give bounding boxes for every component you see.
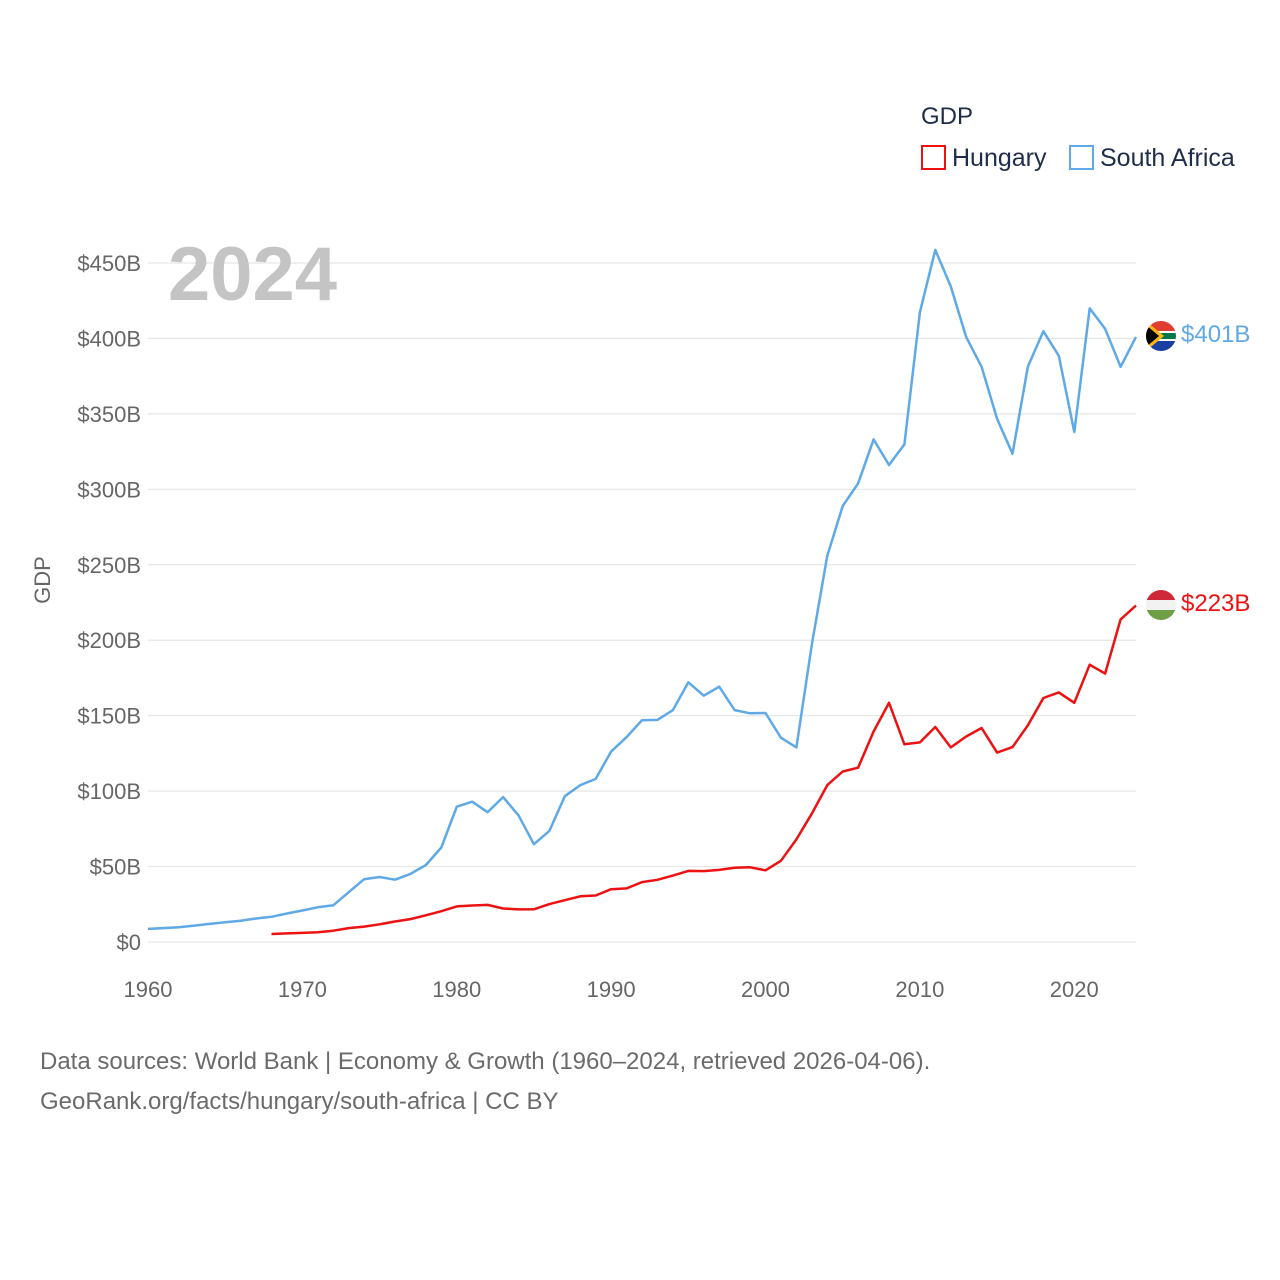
y-tick-label: $150B [77,704,141,729]
y-tick-label: $0 [117,930,141,955]
x-axis-ticks: 1960 1970 1980 1990 2000 2010 2020 [124,977,1099,1002]
hungary-end-value: $223B [1181,590,1250,617]
series-line-south-africa[interactable] [147,248,1138,931]
y-tick-label: $200B [77,628,141,653]
x-tick-label: 1960 [124,977,173,1002]
source-line-1: Data sources: World Bank | Economy & Gro… [40,1048,931,1075]
series-lines [147,248,1138,936]
south-africa-flag-icon [1146,321,1176,351]
x-tick-label: 2020 [1050,977,1099,1002]
legend: GDP Hungary South Africa [921,103,1235,172]
current-year-label: 2024 [168,232,337,317]
x-tick-label: 1990 [587,977,636,1002]
legend-label-south-africa[interactable]: South Africa [1100,144,1235,172]
y-tick-label: $50B [90,855,141,880]
hungary-flag-icon [1146,590,1176,620]
y-tick-label: $250B [77,553,141,578]
gdp-line-chart: $0 $50B $100B $150B $200B $250B $300B $350B $400… [30,103,1250,1002]
legend-swatch-hungary[interactable] [921,145,946,170]
y-tick-label: $450B [77,251,141,276]
source-line-2: GeoRank.org/facts/hungary/south-africa |… [40,1088,559,1115]
x-tick-label: 1970 [278,977,327,1002]
y-tick-label: $400B [77,326,141,351]
y-axis-ticks: $0 $50B $100B $150B $200B $250B $300B $350B $400… [77,251,141,955]
y-tick-label: $100B [77,779,141,804]
south-africa-end-value: $401B [1181,321,1250,348]
y-axis-title: GDP [30,556,55,604]
x-tick-label: 1980 [432,977,481,1002]
x-tick-label: 2010 [895,977,944,1002]
legend-swatch-south-africa[interactable] [1069,145,1094,170]
source-note: Data sources: World Bank | Economy & Gro… [40,1042,930,1122]
series-line-hungary[interactable] [271,604,1137,936]
y-tick-label: $300B [77,477,141,502]
gridlines [148,262,1136,943]
x-tick-label: 2000 [741,977,790,1002]
legend-title: GDP [921,103,973,130]
y-tick-label: $350B [77,402,141,427]
legend-label-hungary[interactable]: Hungary [952,144,1047,172]
